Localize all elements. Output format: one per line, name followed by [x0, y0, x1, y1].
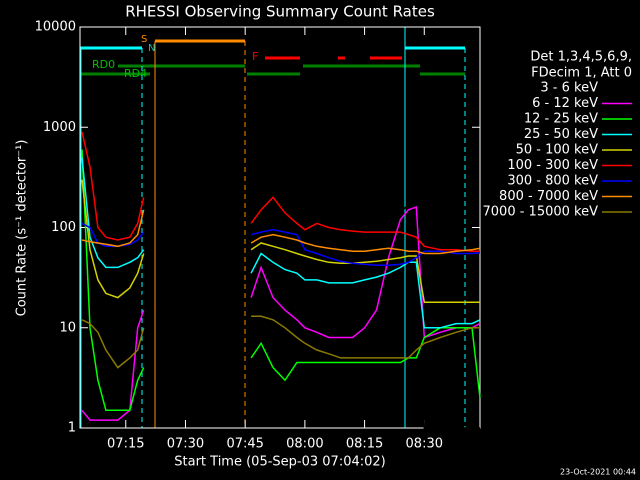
x-tick-label: 07:15: [107, 437, 144, 452]
series-line: [81, 131, 480, 252]
legend-header: FDecim 1, Att 0: [531, 66, 632, 81]
annotation: RD0: [92, 58, 115, 71]
series-line: [81, 222, 481, 267]
y-tick-label: 10: [59, 320, 76, 335]
legend-label: 800 - 7000 keV: [499, 189, 598, 204]
series-line: [81, 315, 480, 369]
y-tick-label: 100: [51, 220, 76, 235]
y-tick-label: 10000: [35, 20, 76, 35]
annotation: S: [141, 34, 147, 45]
series-line: [81, 205, 481, 421]
footer: 23-Oct-2021 00:44: [560, 468, 636, 477]
annotation: N: [148, 43, 155, 54]
legend-label: 7000 - 15000 keV: [483, 205, 599, 220]
x-tick-label: 07:45: [226, 437, 263, 452]
legend-label: 50 - 100 keV: [516, 143, 599, 158]
series-line: [81, 179, 480, 303]
annotation: F: [252, 50, 258, 63]
legend-label: 6 - 12 keV: [532, 96, 598, 111]
legend-label: 300 - 800 keV: [507, 174, 598, 189]
y-tick-label: 1000: [43, 120, 76, 135]
legend-header: Det 1,3,4,5,6,9,: [530, 50, 632, 65]
annotation: RD4: [124, 67, 147, 80]
y-axis-label: Count Rate (s⁻¹ detector⁻¹): [15, 140, 30, 317]
x-tick-label: 08:30: [406, 437, 443, 452]
x-tick-label: 07:30: [167, 437, 204, 452]
legend-label: 25 - 50 keV: [524, 127, 598, 142]
y-tick-label: 1: [68, 421, 76, 436]
chart-title: RHESSI Observing Summary Count Rates: [125, 3, 435, 21]
series-line: [81, 149, 481, 412]
series-line: [81, 157, 481, 329]
series-line: [81, 209, 481, 255]
legend-label: 3 - 6 keV: [540, 81, 598, 96]
flag-lines: [80, 27, 466, 428]
legend-label: 100 - 300 keV: [507, 158, 598, 173]
x-axis-label: Start Time (05-Sep-03 07:04:02): [174, 455, 385, 470]
flags: [80, 39, 465, 76]
x-tick-label: 08:00: [286, 437, 323, 452]
legend-label: 12 - 25 keV: [524, 112, 598, 127]
x-tick-label: 08:15: [346, 437, 383, 452]
